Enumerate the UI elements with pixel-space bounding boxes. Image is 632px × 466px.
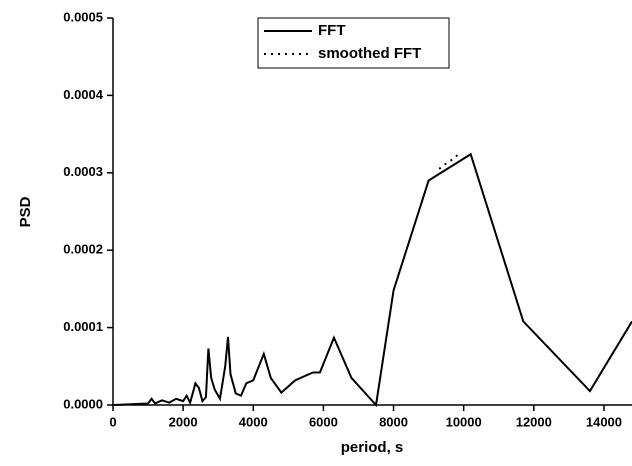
data-line (112, 152, 632, 408)
x-tick-label: 2000 (169, 414, 198, 429)
legend-label: FFT (318, 22, 346, 39)
x-tick-label: 6000 (309, 414, 338, 429)
x-tick-label: 10000 (446, 414, 482, 429)
x-tick-label: 8000 (379, 414, 408, 429)
x-tick-label: 14000 (586, 414, 622, 429)
y-tick-label: 0.0000 (63, 396, 103, 411)
legend-label: smoothed FFT (318, 45, 421, 62)
x-tick-label: 0 (109, 414, 116, 429)
x-tick-label: 12000 (516, 414, 552, 429)
data-line (438, 151, 461, 170)
x-axis-title: period, s (341, 439, 404, 456)
y-tick-label: 0.0005 (63, 9, 103, 24)
x-tick-label: 4000 (239, 414, 268, 429)
y-tick-label: 0.0004 (63, 87, 104, 102)
y-tick-label: 0.0003 (63, 164, 103, 179)
y-axis-title: PSD (17, 196, 34, 227)
legend-box (257, 17, 450, 69)
y-tick-label: 0.0002 (63, 242, 103, 257)
y-tick-label: 0.0001 (63, 319, 103, 334)
